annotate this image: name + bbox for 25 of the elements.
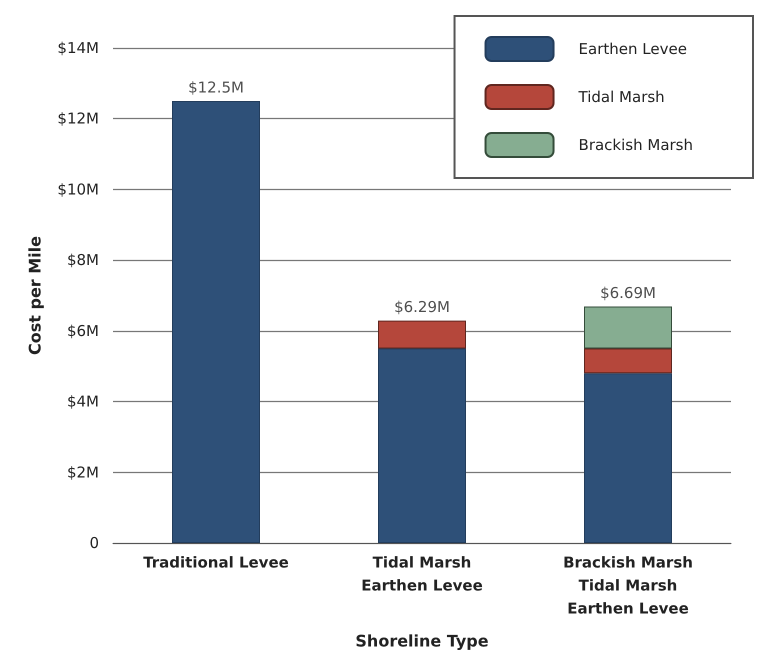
bar (172, 101, 260, 543)
bar (378, 348, 466, 543)
y-tick-label: $2M (66, 463, 99, 482)
legend-label: Brackish Marsh (578, 136, 694, 154)
y-tick-label: $8M (66, 251, 99, 270)
legend-label: Earthen Levee (578, 40, 687, 58)
y-tick-label: $10M (57, 180, 99, 198)
y-tick-label: $4M (66, 392, 99, 411)
total-label: $12.5M (188, 78, 244, 97)
y-tick-label: $12M (57, 110, 99, 128)
legend-label: Tidal Marsh (578, 88, 665, 106)
total-label: $6.29M (394, 298, 450, 316)
bar (584, 306, 672, 349)
total-label: $6.69M (600, 284, 656, 302)
y-tick-label: 0 (89, 534, 99, 552)
x-axis-title: Shoreline Type (355, 632, 489, 650)
x-tick-label: Traditional Levee (143, 554, 289, 572)
x-tick-label: Tidal Marsh Earthen Levee (361, 554, 483, 594)
bar (378, 320, 466, 349)
y-axis-title: Cost per Mile (26, 236, 44, 355)
y-tick-label: $6M (66, 322, 99, 340)
bar (584, 348, 672, 374)
y-tick-label: $14M (57, 39, 99, 57)
x-tick-label: Brackish Marsh Tidal Marsh Earthen Levee (563, 554, 693, 618)
bar (584, 373, 672, 543)
